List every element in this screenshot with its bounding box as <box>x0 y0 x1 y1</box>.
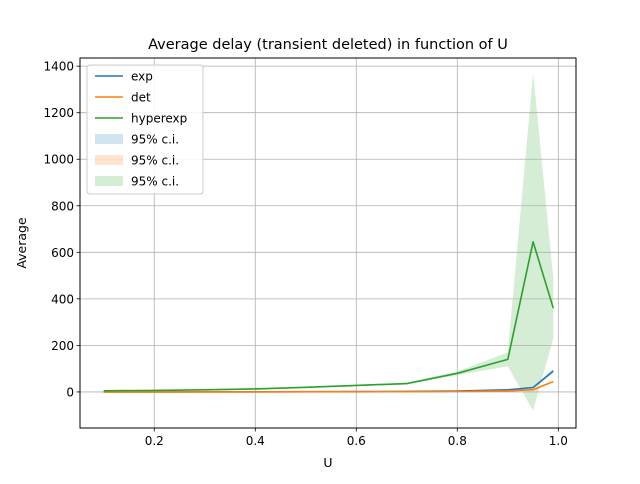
y-tick-label: 800 <box>51 199 74 213</box>
legend-label-ci: 95% c.i. <box>131 154 179 168</box>
y-tick-label: 600 <box>51 246 74 260</box>
legend-patch-ci-det <box>95 155 123 165</box>
series-lines <box>103 241 555 393</box>
legend-label-exp: exp <box>131 70 153 84</box>
legend-patch-ci-hyperexp <box>95 176 123 186</box>
x-tick-label: 0.2 <box>145 434 164 448</box>
y-axis-ticks: 0 200 400 600 800 1000 1200 1400 <box>43 60 80 399</box>
y-tick-label: 1200 <box>43 106 74 120</box>
x-axis-ticks: 0.2 0.4 0.6 0.8 1.0 <box>145 428 568 448</box>
chart-title: Average delay (transient deleted) in fun… <box>148 37 508 53</box>
x-axis-label: U <box>323 455 332 470</box>
series-line-det <box>103 380 554 393</box>
y-tick-label: 400 <box>51 292 74 306</box>
x-tick-label: 0.4 <box>246 434 265 448</box>
legend-label-det: det <box>131 91 151 105</box>
y-tick-label: 0 <box>66 385 74 399</box>
legend-label-ci: 95% c.i. <box>131 133 179 147</box>
y-tick-label: 1400 <box>43 60 74 74</box>
series-line-hyperexp <box>103 241 555 392</box>
legend-label-ci: 95% c.i. <box>131 175 179 189</box>
y-axis-label: Average <box>14 217 29 269</box>
legend-patch-ci-exp <box>95 134 123 144</box>
grid <box>80 58 576 428</box>
legend-label-hyperexp: hyperexp <box>131 112 187 126</box>
y-tick-label: 1000 <box>43 153 74 167</box>
x-tick-label: 0.8 <box>448 434 467 448</box>
plot-area-frame <box>79 57 577 429</box>
y-tick-label: 200 <box>51 339 74 353</box>
x-tick-label: 1.0 <box>549 434 568 448</box>
legend: exp det hyperexp 95% c.i. 95% c.i. 95% c.i. <box>86 64 204 195</box>
x-tick-label: 0.6 <box>347 434 366 448</box>
